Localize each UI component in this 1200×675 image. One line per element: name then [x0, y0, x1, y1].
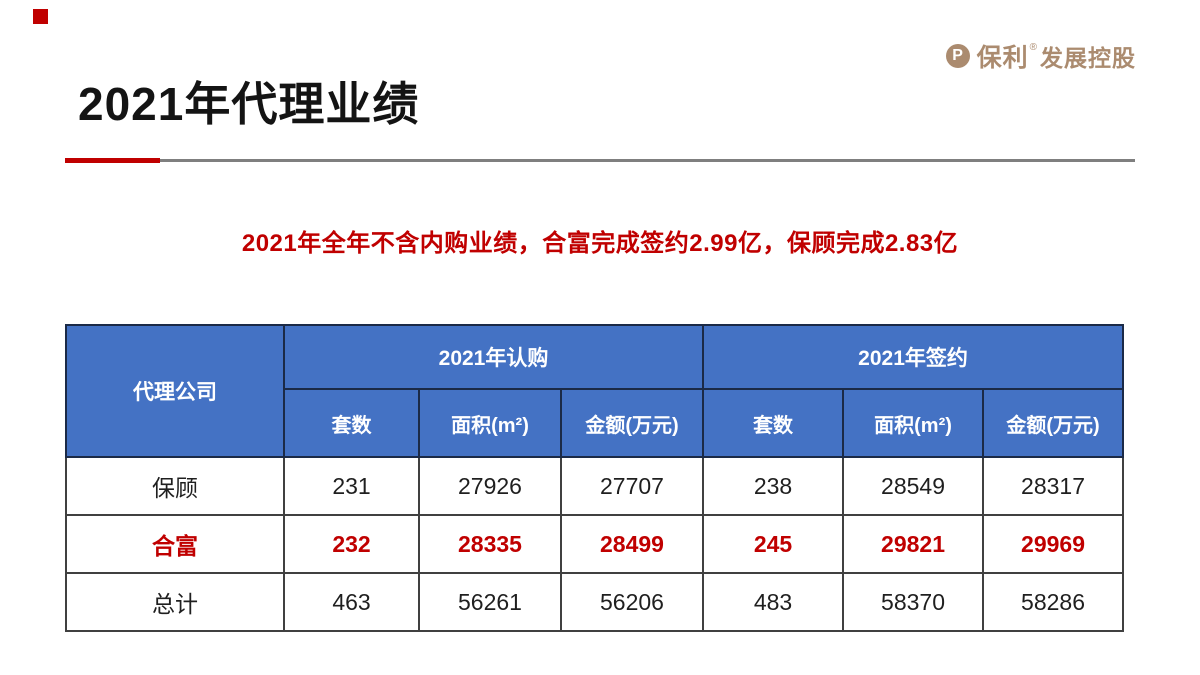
table-header-sub-row: 套数 面积(m²) 金额(万元) 套数 面积(m²) 金额(万元) [66, 388, 1125, 458]
row-label: 总计 [65, 572, 285, 632]
cell-value: 28317 [982, 456, 1125, 516]
cell-value: 29821 [842, 514, 985, 574]
column-header-area-2: 面积(m²) [842, 388, 985, 458]
cell-value: 231 [283, 456, 420, 516]
table-row-total: 总计 463 56261 56206 483 58370 58286 [65, 572, 1125, 632]
row-label: 保顾 [65, 456, 285, 516]
title-underline-red-accent [65, 158, 160, 163]
column-header-amount-1: 金额(万元) [559, 388, 705, 458]
row-label: 合富 [65, 514, 285, 574]
table-header-group-row: 代理公司 2021年认购 2021年签约 [65, 324, 1125, 458]
title-underline-gray [65, 159, 1135, 162]
column-header-amount-2: 金额(万元) [982, 388, 1125, 458]
page-title: 2021年代理业绩 [78, 78, 420, 130]
column-group-signing: 2021年签约 [702, 324, 1125, 390]
poly-logo-icon: P [945, 44, 970, 68]
column-group-subscription: 2021年认购 [282, 324, 705, 390]
corner-accent-square [33, 9, 48, 24]
summary-statement: 2021年全年不含内购业绩，合富完成签约2.99亿，保顾完成2.83亿 [241, 230, 959, 257]
cell-value: 232 [283, 514, 420, 574]
cell-value: 238 [702, 456, 845, 516]
table-row-hefu: 合富 232 28335 28499 245 29821 29969 [65, 514, 1125, 574]
cell-value: 463 [283, 572, 420, 632]
registered-trademark-icon: ® [1029, 42, 1037, 53]
cell-value: 56261 [418, 572, 562, 632]
cell-value: 28499 [559, 514, 705, 574]
title-underline [65, 157, 1135, 163]
column-header-units-1: 套数 [283, 388, 420, 458]
cell-value: 483 [702, 572, 845, 632]
company-logo: P 保利 ® 发展控股 [945, 40, 1136, 72]
column-header-agency: 代理公司 [65, 324, 285, 458]
logo-brand-text: 保利 [976, 44, 1029, 72]
cell-value: 28549 [842, 456, 985, 516]
cell-value: 27926 [418, 456, 562, 516]
cell-value: 29969 [982, 514, 1125, 574]
table-row-baogu: 保顾 231 27926 27707 238 28549 28317 [65, 456, 1125, 516]
cell-value: 27707 [559, 456, 705, 516]
cell-value: 56206 [559, 572, 705, 632]
column-header-units-2: 套数 [702, 388, 845, 458]
column-header-area-1: 面积(m²) [418, 388, 562, 458]
cell-value: 245 [702, 514, 845, 574]
cell-value: 58286 [982, 572, 1125, 632]
logo-suffix-text: 发展控股 [1040, 45, 1136, 71]
cell-value: 58370 [842, 572, 985, 632]
performance-table: 代理公司 2021年认购 2021年签约 套数 面积(m²) 金额(万元) 套数… [65, 324, 1125, 632]
cell-value: 28335 [418, 514, 562, 574]
